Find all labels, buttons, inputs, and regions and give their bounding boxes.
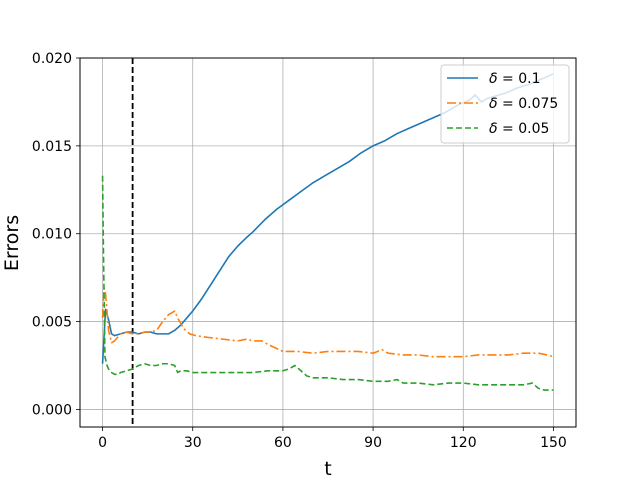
legend-label: δ = 0.075 (489, 96, 558, 112)
x-tick-label: 0 (98, 435, 107, 451)
legend-variable: δ (489, 121, 498, 137)
y-tick-label: 0.015 (32, 139, 72, 155)
y-tick-label: 0.010 (32, 227, 72, 243)
legend-value: 0.1 (518, 71, 540, 87)
legend-variable: δ (489, 96, 498, 112)
legend-entry: δ = 0.075 (489, 96, 558, 112)
y-axis-ticks: 0.000 0.005 0.010 0.015 0.020 (32, 51, 80, 418)
legend-box (440, 64, 570, 144)
y-tick-label: 0.000 (32, 402, 72, 418)
legend-label: δ = 0.1 (489, 71, 540, 87)
legend-label: δ = 0.05 (489, 121, 549, 137)
x-tick-label: 60 (274, 435, 292, 451)
legend-equals: = (498, 96, 519, 112)
x-tick-label: 120 (450, 435, 477, 451)
x-axis-ticks: 0 30 60 90 120 150 (98, 427, 567, 451)
legend-value: 0.05 (518, 121, 549, 137)
series-line-2 (101, 287, 554, 358)
legend-equals: = (498, 71, 519, 87)
x-axis-label: t (324, 458, 331, 480)
series-line-3 (101, 175, 554, 391)
x-tick-label: 150 (540, 435, 567, 451)
legend-entry: δ = 0.05 (489, 121, 549, 137)
legend-equals: = (498, 121, 519, 137)
x-tick-label: 90 (364, 435, 382, 451)
legend-entry: δ = 0.1 (489, 71, 540, 87)
y-tick-label: 0.020 (32, 51, 72, 67)
plot-frame (79, 57, 577, 428)
y-tick-label: 0.005 (32, 315, 72, 331)
x-tick-label: 30 (184, 435, 202, 451)
legend-variable: δ (489, 71, 498, 87)
y-axis-label: Errors (1, 215, 23, 271)
legend-value: 0.075 (518, 96, 558, 112)
